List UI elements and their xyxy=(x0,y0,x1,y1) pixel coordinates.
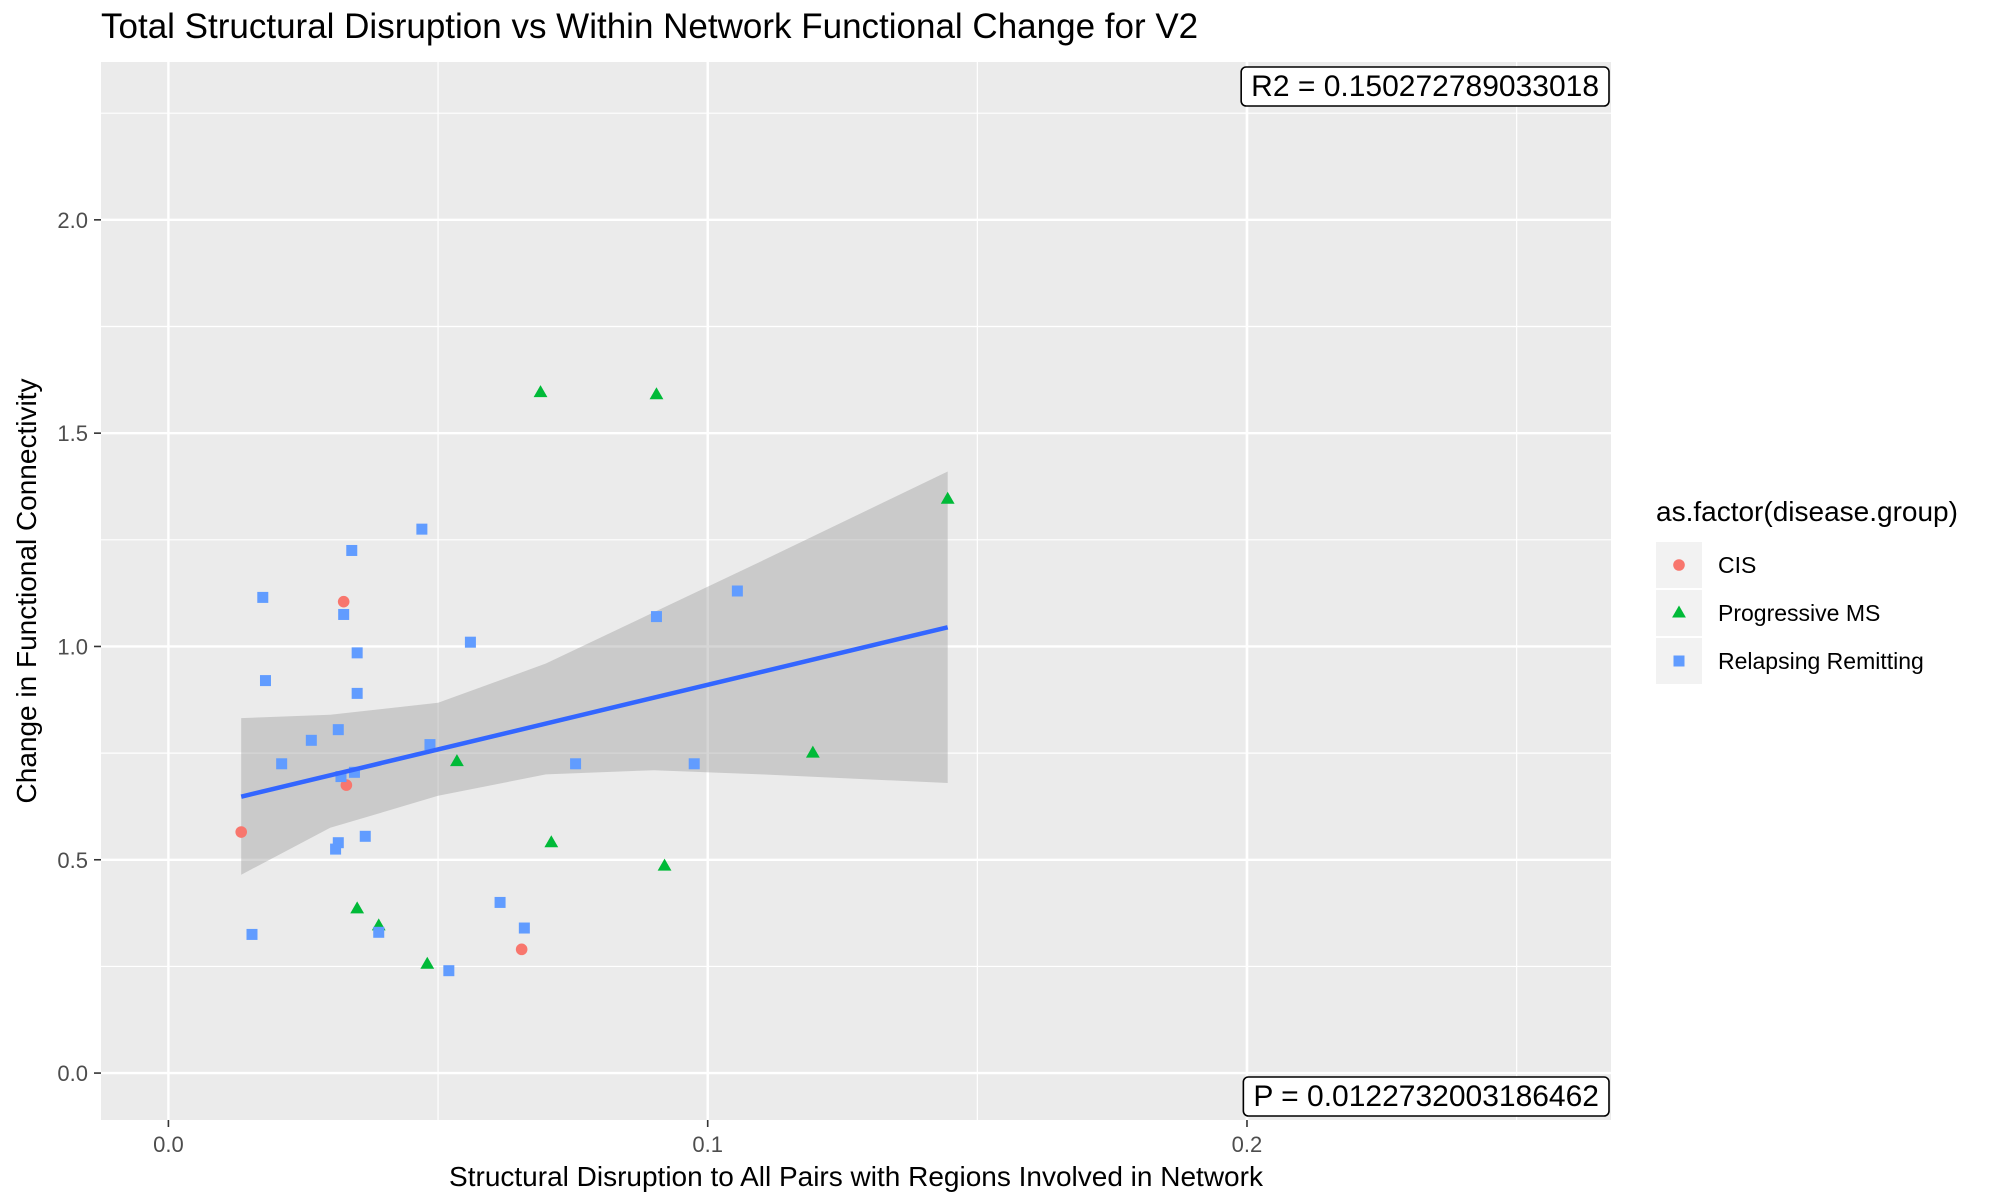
data-point xyxy=(688,758,700,770)
data-point xyxy=(346,544,358,556)
data-point xyxy=(246,928,258,940)
y-tick-label: 0.0 xyxy=(57,1061,88,1086)
confidence-band-area xyxy=(241,471,948,875)
y-tick-label: 1.5 xyxy=(57,421,88,446)
chart-title: Total Structural Disruption vs Within Ne… xyxy=(101,7,1198,46)
data-point xyxy=(731,585,743,597)
data-point xyxy=(515,943,528,956)
data-point xyxy=(443,965,455,977)
data-point xyxy=(533,385,548,398)
data-point xyxy=(373,926,385,938)
fit-line-group xyxy=(240,625,949,799)
y-axis: 0.0 0.5 1.0 1.5 2.0 xyxy=(57,208,101,1086)
annotation-box xyxy=(1240,66,1610,107)
legend-label: Relapsing Remitting xyxy=(1718,648,1924,674)
data-point xyxy=(351,687,363,699)
data-point xyxy=(305,734,317,746)
data-point xyxy=(235,826,248,838)
data-point xyxy=(464,636,476,648)
annotations: R2 = 0.150272789033018 P = 0.012273200318… xyxy=(1240,66,1610,1117)
data-point xyxy=(657,858,672,871)
data-point xyxy=(805,745,820,758)
y-tick-label: 0.5 xyxy=(57,848,88,873)
data-point xyxy=(416,523,428,535)
plot-panel xyxy=(101,62,1611,1120)
y-tick-label: 2.0 xyxy=(57,208,88,233)
data-point xyxy=(351,647,363,659)
data-point xyxy=(518,922,530,934)
data-point xyxy=(257,591,269,603)
x-tick-label: 0.0 xyxy=(153,1132,184,1157)
y-axis-title: Change in Functional Connectivity xyxy=(11,379,42,804)
data-point xyxy=(330,843,342,855)
data-point xyxy=(940,491,955,504)
annotation-text: R2 = 0.150272789033018 xyxy=(1251,70,1599,103)
x-axis: 0.0 0.1 0.2 xyxy=(153,1120,1262,1157)
data-point xyxy=(276,758,288,770)
data-point xyxy=(494,896,506,908)
annotation-box xyxy=(1242,1076,1610,1117)
legend-symbol xyxy=(1672,605,1686,618)
legend-symbol xyxy=(1673,559,1685,571)
data-point xyxy=(332,724,344,736)
legend-item: Progressive MS xyxy=(1656,590,1880,636)
annotation-label: R2 = 0.150272789033018 xyxy=(1240,66,1610,107)
data-point xyxy=(337,595,350,608)
data-point xyxy=(649,387,664,400)
data-point xyxy=(335,771,347,783)
data-point xyxy=(359,830,371,842)
data-point xyxy=(450,754,464,767)
x-axis-title: Structural Disruption to All Pairs with … xyxy=(449,1161,1264,1192)
data-point xyxy=(259,675,271,687)
data-point xyxy=(340,779,353,791)
legend: as.factor(disease.group) CIS Progressive M… xyxy=(1656,496,1958,684)
annotation-text: P = 0.0122732003186462 xyxy=(1253,1080,1599,1113)
x-tick-label: 0.2 xyxy=(1232,1132,1263,1157)
legend-item: Relapsing Remitting xyxy=(1656,638,1924,684)
y-tick-label: 1.0 xyxy=(57,634,88,659)
annotation-label: P = 0.0122732003186462 xyxy=(1242,1076,1610,1117)
legend-symbol xyxy=(1673,655,1685,667)
data-point xyxy=(650,611,662,623)
legend-item: CIS xyxy=(1656,542,1756,588)
confidence-band xyxy=(241,471,948,875)
legend-label: CIS xyxy=(1718,552,1756,578)
grid-lines xyxy=(101,62,1611,1120)
data-point xyxy=(570,758,582,770)
x-tick-label: 0.1 xyxy=(692,1132,723,1157)
legend-label: Progressive MS xyxy=(1718,600,1880,626)
data-point xyxy=(348,766,360,778)
data-point xyxy=(424,739,436,751)
data-point xyxy=(338,608,350,620)
fit-line xyxy=(240,625,949,799)
data-point xyxy=(420,956,435,969)
data-point xyxy=(544,835,559,848)
data-points xyxy=(235,385,955,977)
data-point xyxy=(332,837,344,849)
legend-title: as.factor(disease.group) xyxy=(1656,496,1958,527)
data-point xyxy=(350,901,365,914)
